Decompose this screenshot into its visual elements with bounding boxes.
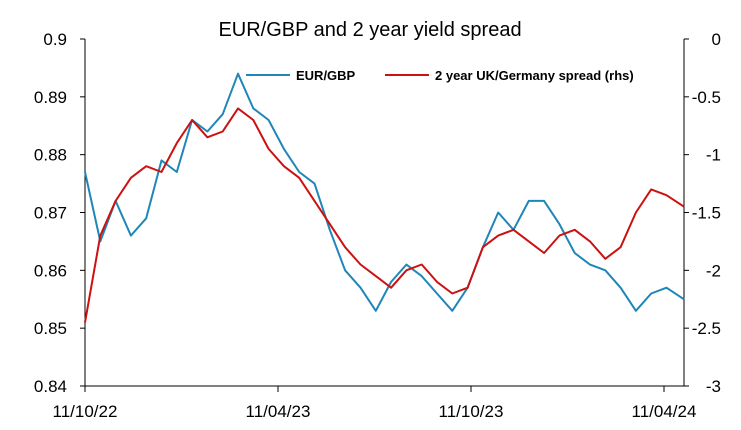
y-left-tick-label: 0.89	[34, 88, 67, 107]
x-tick-label: 11/04/23	[246, 402, 311, 421]
series-layer	[84, 72, 685, 323]
series-line-spread	[84, 107, 685, 323]
y-right-tick-label: 0	[712, 30, 721, 49]
y-right-tick-label: -0.5	[692, 88, 721, 107]
y-left-tick-label: 0.85	[34, 319, 67, 338]
legend-label-eurgbp: EUR/GBP	[296, 68, 356, 83]
legend: EUR/GBP 2 year UK/Germany spread (rhs)	[246, 68, 634, 83]
x-tick-label: 11/10/22	[53, 402, 118, 421]
y-left-tick-label: 0.87	[34, 204, 67, 223]
chart-title: EUR/GBP and 2 year yield spread	[218, 19, 521, 41]
y-right-tick-label: -2	[706, 261, 721, 280]
x-tick-label: 11/10/23	[439, 402, 504, 421]
y-right-tick-label: -1	[706, 146, 721, 165]
y-right-tick-label: -2.5	[692, 319, 721, 338]
y-left-tick-label: 0.88	[34, 146, 67, 165]
series-line-eurgbp	[84, 72, 685, 312]
legend-label-spread: 2 year UK/Germany spread (rhs)	[435, 68, 634, 83]
y-right-tick-label: -3	[706, 377, 721, 396]
y-left-tick-label: 0.9	[43, 30, 67, 49]
y-right-tick-label: -1.5	[692, 204, 721, 223]
y-left-tick-label: 0.84	[34, 377, 67, 396]
x-tick-label: 11/04/24	[632, 402, 697, 421]
axes: 0.84 0.85 0.86 0.87 0.88 0.89 0.9 -3 -2.5 -2 -1.5 -…	[34, 30, 721, 421]
y-left-tick-label: 0.86	[34, 261, 67, 280]
